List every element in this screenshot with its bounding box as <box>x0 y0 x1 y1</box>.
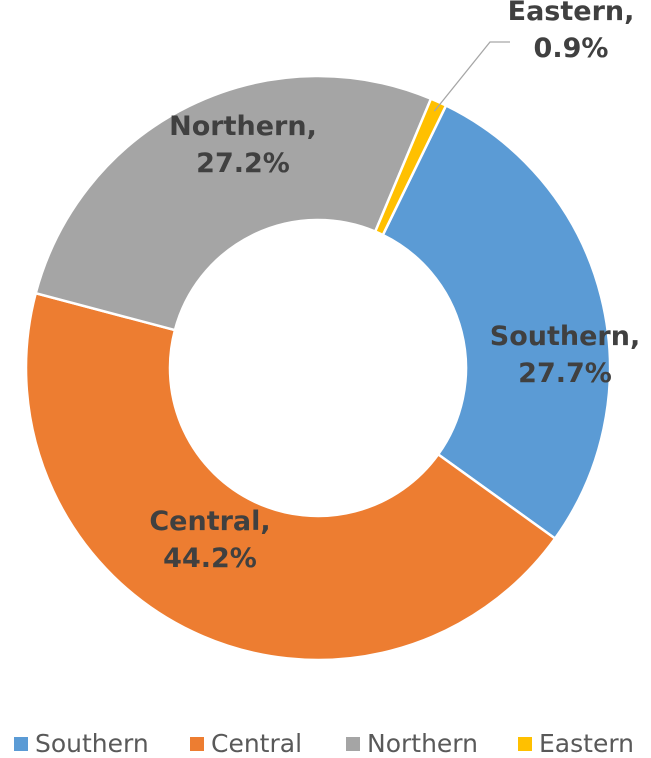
legend-swatch <box>346 737 360 751</box>
donut-slice <box>381 103 612 541</box>
legend-swatch <box>518 737 532 751</box>
data-label-line: Southern, <box>490 321 640 352</box>
donut-slice <box>24 291 557 662</box>
leader-line <box>433 41 510 112</box>
legend-swatch <box>14 737 28 751</box>
donut-slice <box>34 74 433 332</box>
data-label-line: 27.7% <box>518 358 612 389</box>
data-label-line: Eastern, <box>508 0 635 27</box>
legend-swatch <box>190 737 204 751</box>
data-label-line: Central, <box>149 506 270 537</box>
data-label: Southern, 27.7% <box>490 321 640 389</box>
data-label: Northern, 27.2% <box>169 111 317 179</box>
data-label-line: 0.9% <box>534 33 609 64</box>
donut-slice <box>373 97 448 237</box>
data-label-line: Northern, <box>169 111 317 142</box>
legend-label: Southern <box>35 729 149 758</box>
data-label: Eastern, 0.9% <box>508 0 635 64</box>
legend-label: Central <box>211 729 302 758</box>
legend-label: Eastern <box>539 729 634 758</box>
data-label: Central, 44.2% <box>149 506 270 574</box>
legend-label: Northern <box>367 729 478 758</box>
data-label-line: 44.2% <box>163 543 257 574</box>
data-label-line: 27.2% <box>196 148 290 179</box>
